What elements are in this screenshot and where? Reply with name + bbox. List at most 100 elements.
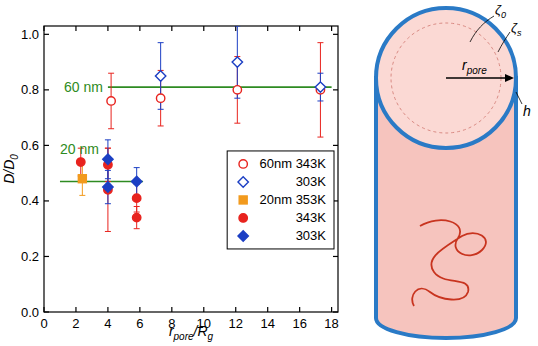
radius-arrow [446, 77, 508, 79]
y-tick [44, 256, 49, 257]
x-tick-top [235, 26, 236, 31]
leader [470, 16, 494, 42]
x-tick [203, 307, 204, 312]
y-tick-label: 0.4 [21, 193, 39, 208]
y-tick-label: 0.2 [21, 249, 39, 264]
y-tick-label: 0.6 [21, 138, 39, 153]
x-tick [107, 307, 108, 312]
x-tick [331, 307, 332, 312]
y-tick-right [333, 256, 338, 257]
legend-frame [227, 151, 334, 249]
surface-label: ζs [511, 20, 522, 38]
data-point [233, 86, 241, 94]
x-tick [171, 307, 172, 312]
y-tick [44, 311, 49, 312]
x-tick-top [43, 26, 44, 31]
x-tick-top [171, 26, 172, 31]
figure: 0.00.20.40.60.81.0024681012141618rpore/R… [0, 0, 538, 346]
core-label: ζ0 [495, 2, 506, 20]
reference-label: 60 nm [64, 79, 103, 95]
label-part: s [517, 28, 522, 38]
x-tick-top [267, 26, 268, 31]
label-part: h [523, 103, 531, 119]
y-tick-right [333, 311, 338, 312]
x-tick-label: 0 [40, 316, 47, 331]
x-tick-label: 18 [324, 316, 338, 331]
data-point [232, 57, 242, 67]
radius-label: rpore [462, 57, 487, 76]
legend-marker [239, 196, 247, 204]
x-tick [235, 307, 236, 312]
label-part: /R [193, 323, 208, 339]
leader [498, 32, 510, 52]
y-tick-right [333, 34, 338, 35]
x-tick-top [139, 26, 140, 31]
data-point [131, 176, 141, 186]
legend: 60nm 343K 303K 20nm 353K 343K 303K [227, 151, 334, 249]
x-tick-top [299, 26, 300, 31]
x-axis-title: rpore/Rg [169, 323, 214, 342]
x-tick-label: 4 [104, 316, 111, 331]
data-point [132, 194, 140, 202]
x-tick [267, 307, 268, 312]
polymer-chain [412, 220, 486, 306]
reference-label: 20 nm [60, 141, 99, 157]
legend-label: 303K [296, 228, 327, 243]
x-tick-top [331, 26, 332, 31]
y-axis-title: D/D0 [1, 154, 20, 184]
legend-marker [239, 160, 247, 168]
legend-marker [238, 177, 248, 187]
x-tick-label: 6 [136, 316, 143, 331]
wall-label: h [523, 103, 531, 119]
data-point [78, 175, 86, 183]
x-tick [139, 307, 140, 312]
arrow-head [505, 74, 514, 82]
label-part: 0 [9, 154, 20, 160]
data-point [103, 154, 113, 164]
legend-label: 20nm 353K [260, 192, 327, 207]
y-tick [44, 89, 49, 90]
plot-frame [44, 26, 338, 312]
legend-label: 343K [296, 210, 327, 225]
reference-line [108, 86, 332, 88]
data-point [315, 82, 325, 92]
legend-label: 60nm 343K [260, 156, 327, 171]
label-part: pore [173, 331, 194, 342]
y-tick-label: 0.0 [21, 305, 39, 320]
data-point [155, 71, 165, 81]
x-tick-label: 16 [292, 316, 306, 331]
error-bar [79, 162, 85, 195]
label-part: pore [466, 65, 487, 76]
legend-marker [239, 214, 247, 222]
y-tick-label: 0.8 [21, 82, 39, 97]
y-tick [44, 200, 49, 201]
label-part: /D [1, 160, 17, 175]
y-tick-right [333, 89, 338, 90]
data-point [156, 94, 164, 102]
x-tick [299, 307, 300, 312]
data-point [132, 213, 140, 221]
x-tick-top [203, 26, 204, 31]
label-part: 0 [501, 10, 506, 20]
x-tick-label: 2 [72, 316, 79, 331]
plot-data [60, 26, 332, 231]
y-tick-label: 1.0 [21, 27, 39, 42]
legend-marker [238, 231, 248, 241]
x-tick-top [107, 26, 108, 31]
x-tick-label: 14 [260, 316, 274, 331]
label-part: g [208, 331, 214, 342]
x-tick [43, 307, 44, 312]
legend-label: 303K [296, 174, 327, 189]
y-tick-right [333, 145, 338, 146]
x-tick-label: 12 [229, 316, 243, 331]
x-tick [75, 307, 76, 312]
pore-diagram: ζ0 ζs rpore h [376, 2, 531, 338]
data-point [103, 182, 113, 192]
y-tick [44, 34, 49, 35]
leader [516, 92, 522, 104]
pore-opening [376, 8, 516, 148]
x-tick-top [75, 26, 76, 31]
label-part: D [1, 174, 17, 184]
data-point [77, 158, 85, 166]
y-tick [44, 145, 49, 146]
